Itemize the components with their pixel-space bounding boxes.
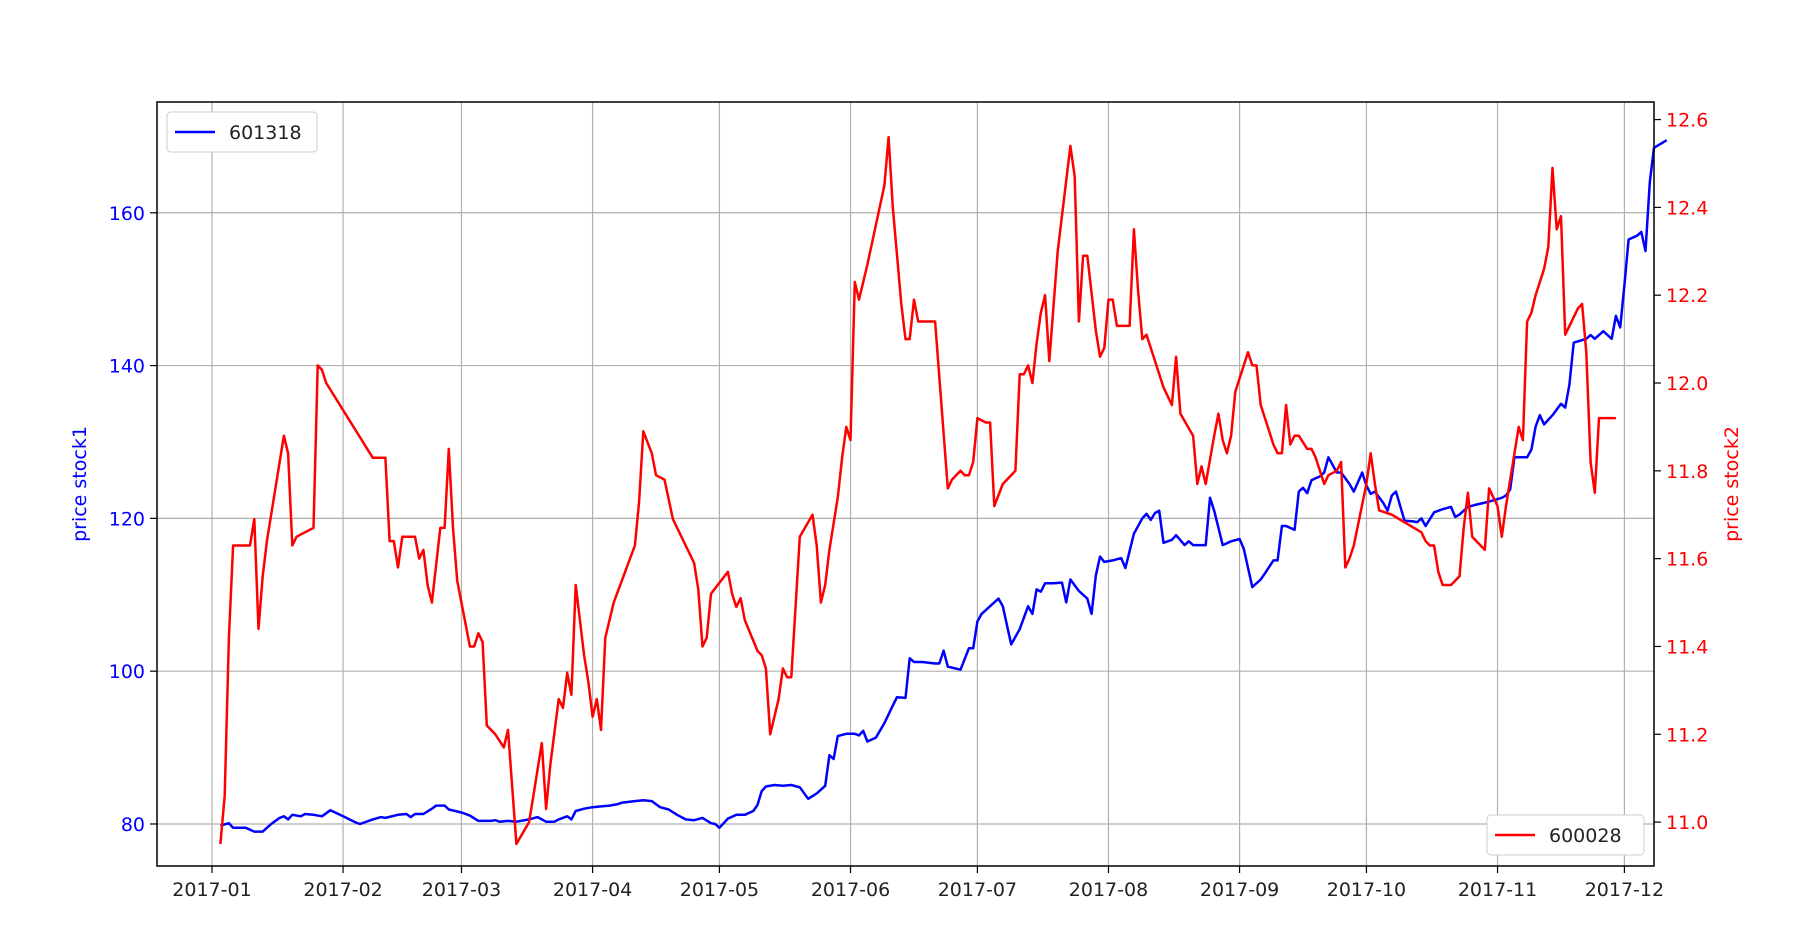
- series-layer: [219, 135, 1668, 846]
- series-line-601318: [220, 139, 1668, 833]
- x-tick-label: 2017-04: [553, 879, 632, 901]
- y-axis-right: 11.0 11.2 11.4 11.6 11.8 12.0 12.2 12.4 12.6: [1654, 110, 1708, 834]
- y-right-tick-label: 11.8: [1666, 461, 1708, 483]
- y-left-tick-label: 160: [109, 203, 145, 225]
- legend-right: 600028: [1486, 814, 1645, 856]
- x-tick-label: 2017-08: [1069, 879, 1148, 901]
- y-axis-right-label: price stock2: [1721, 426, 1743, 542]
- y-right-tick-label: 11.4: [1666, 636, 1708, 658]
- series-line-600028: [219, 135, 1616, 846]
- x-tick-label: 2017-11: [1458, 879, 1537, 901]
- y-right-tick-label: 12.4: [1666, 197, 1708, 219]
- x-tick-label: 2017-07: [938, 879, 1017, 901]
- x-tick-label: 2017-02: [303, 879, 382, 901]
- x-tick-label: 2017-05: [680, 879, 759, 901]
- x-tick-label: 2017-12: [1585, 879, 1664, 901]
- x-axis: 2017-01 2017-02 2017-03 2017-04 2017-05 2017-…: [172, 866, 1664, 901]
- x-tick-label: 2017-03: [422, 879, 501, 901]
- legend-right-label: 600028: [1549, 825, 1622, 847]
- y-right-tick-label: 11.2: [1666, 724, 1708, 746]
- y-left-tick-label: 100: [109, 661, 145, 683]
- y-right-tick-label: 12.2: [1666, 285, 1708, 307]
- y-left-tick-label: 120: [109, 508, 145, 530]
- legend-left-label: 601318: [229, 122, 302, 144]
- x-tick-label: 2017-01: [172, 879, 251, 901]
- y-right-tick-label: 12.0: [1666, 373, 1708, 395]
- plot-area-frame: [156, 101, 1655, 867]
- legend-right-box: [1486, 814, 1645, 856]
- y-right-tick-label: 12.6: [1666, 110, 1708, 132]
- y-right-tick-label: 11.6: [1666, 549, 1708, 571]
- y-axis-left: 80 100 120 140 160: [109, 203, 157, 836]
- x-tick-label: 2017-06: [811, 879, 890, 901]
- legend-left: 601318: [166, 111, 318, 153]
- x-tick-label: 2017-09: [1200, 879, 1279, 901]
- x-tick-label: 2017-10: [1327, 879, 1406, 901]
- y-axis-left-label: price stock1: [69, 426, 91, 542]
- legend-left-box: [166, 111, 318, 153]
- y-right-tick-label: 11.0: [1666, 812, 1708, 834]
- y-left-tick-label: 140: [109, 356, 145, 378]
- y-left-tick-label: 80: [121, 814, 145, 836]
